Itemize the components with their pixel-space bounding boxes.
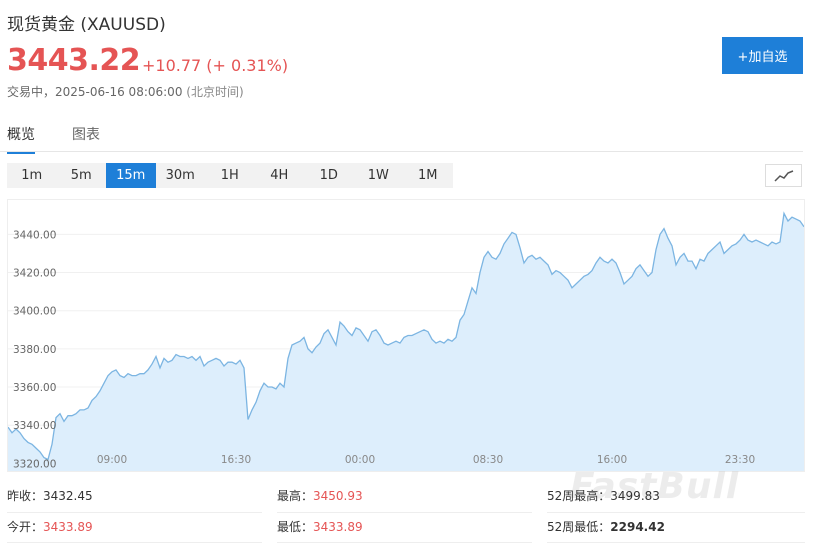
y-tick-label: 3320.00 [13,458,56,470]
stat-low: 最低：3433.89 [277,518,363,535]
stats-panel: 昨收：3432.45 最高：3450.93 52周最高：3499.83 今开：3… [7,475,805,545]
add-to-watchlist-button[interactable]: +加自选 [722,37,803,74]
y-tick-label: 3340.00 [13,420,56,432]
stat-divider [277,542,532,543]
period-4h[interactable]: 4H [270,168,289,183]
tab-chart[interactable]: 图表 [72,127,100,143]
x-tick-label: 16:30 [221,454,251,466]
stat-divider [547,512,805,513]
y-tick-label: 3440.00 [13,229,56,241]
price-chart[interactable]: 3320.00 3340.00 3360.00 3380.00 3400.00 3420.… [7,199,805,472]
stat-prev-close-value: 3432.45 [43,489,93,503]
y-tick-label: 3400.00 [13,306,56,318]
stat-divider [7,512,262,513]
tab-bar: 概览 图表 [0,118,803,154]
period-selector: 1m 5m 15m 30m 1H 4H 1D 1W 1M [7,163,453,188]
timezone-label: (北京时间) [186,85,244,99]
stat-low-value: 3433.89 [313,520,363,534]
stat-low-label: 最低： [277,520,314,534]
stat-divider [277,512,532,513]
x-tick-label: 00:00 [345,454,375,466]
stat-52w-high: 52周最高：3499.83 [547,487,660,504]
stat-open: 今开：3433.89 [7,518,93,535]
x-tick-label: 09:00 [97,454,127,466]
stat-52w-low-value: 2294.42 [610,520,665,534]
fastbull-watermark: FastBull [570,466,740,507]
x-tick-label: 08:30 [473,454,503,466]
y-tick-label: 3380.00 [13,344,56,356]
stat-52w-high-label: 52周最高： [547,489,611,503]
line-chart-icon [773,169,793,182]
x-tick-label: 23:30 [725,454,755,466]
trading-status-text: 交易中，2025-06-16 08:06:00 [7,85,183,99]
stat-prev-close-label: 昨收： [7,489,44,503]
stat-high-label: 最高： [277,489,314,503]
current-price: 3443.22 [7,43,141,78]
stat-open-value: 3433.89 [43,520,93,534]
price-change: +10.77 (+ 0.31%) [142,56,289,75]
period-1h[interactable]: 1H [220,168,239,183]
period-5m[interactable]: 5m [70,168,92,183]
period-1m[interactable]: 1m [21,168,43,183]
period-15m[interactable]: 15m [106,163,156,188]
stat-52w-low-label: 52周最低： [547,520,611,534]
stat-high: 最高：3450.93 [277,487,363,504]
stat-high-value: 3450.93 [313,489,363,503]
y-tick-label: 3420.00 [13,268,56,280]
y-tick-label: 3360.00 [13,382,56,394]
period-1mo[interactable]: 1M [418,168,438,183]
price-line [7,211,805,461]
stat-52w-high-value: 3499.83 [610,489,660,503]
price-chart-svg: 3320.00 3340.00 3360.00 3380.00 3400.00 3420.… [7,211,805,471]
stat-divider [547,542,805,543]
x-tick-label: 16:00 [597,454,627,466]
stat-52w-low: 52周最低：2294.42 [547,518,665,535]
instrument-title: 现货黄金 (XAUUSD) [7,15,166,35]
price-area [8,213,804,471]
period-30m[interactable]: 30m [165,168,195,183]
trading-status: 交易中，2025-06-16 08:06:00 (北京时间) [7,83,244,100]
stat-open-label: 今开： [7,520,44,534]
chart-type-toggle[interactable] [765,164,802,187]
tab-overview[interactable]: 概览 [7,124,35,154]
stat-prev-close: 昨收：3432.45 [7,487,93,504]
period-1d[interactable]: 1D [319,168,338,183]
period-1w[interactable]: 1W [367,168,389,183]
stat-divider [7,542,262,543]
